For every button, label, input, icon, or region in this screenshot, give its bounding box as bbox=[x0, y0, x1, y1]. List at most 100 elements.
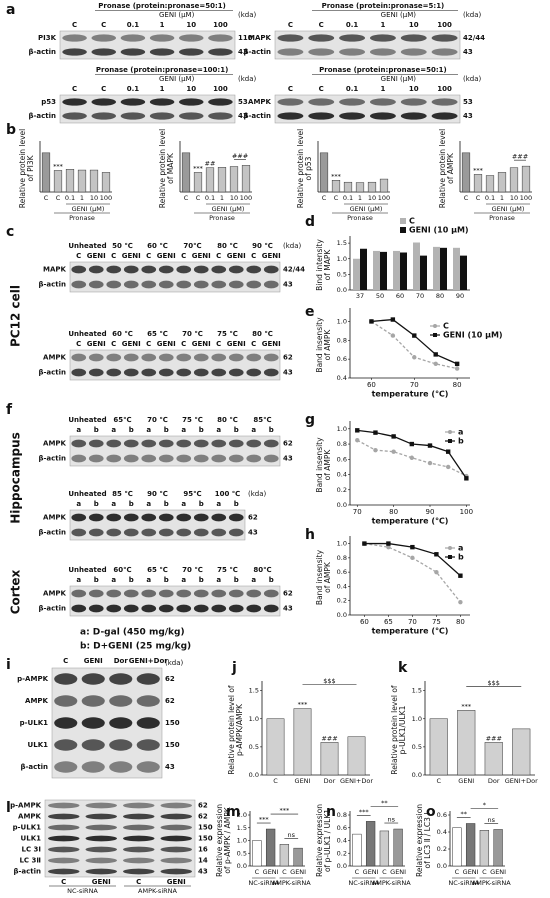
x-tick-label: 80 bbox=[456, 618, 465, 626]
bar bbox=[521, 165, 531, 193]
row-kda: 43 bbox=[283, 455, 293, 463]
panel-label: a bbox=[6, 2, 15, 18]
x-axis-label: temperature (℃) bbox=[372, 390, 449, 399]
band bbox=[193, 368, 209, 377]
blot-group: 60 ℃ bbox=[147, 242, 168, 250]
lane-label: GENI bbox=[227, 252, 246, 260]
bar bbox=[452, 827, 462, 867]
lane-label: GENI+Dor bbox=[129, 657, 168, 665]
y-tick-label: 2.0 bbox=[237, 811, 247, 819]
blot-group: 80℃ bbox=[253, 566, 271, 574]
band bbox=[369, 34, 396, 42]
bar bbox=[485, 175, 495, 193]
row-name: AMPK bbox=[25, 697, 49, 705]
band bbox=[160, 835, 192, 842]
annotation: *** bbox=[280, 807, 291, 815]
x-tick-label: C bbox=[464, 194, 469, 202]
x-tick-label: 10 bbox=[368, 194, 376, 202]
point bbox=[427, 443, 433, 448]
bar bbox=[65, 169, 75, 193]
band bbox=[158, 353, 174, 362]
lane-label: 0.1 bbox=[127, 85, 140, 93]
lane-label: GENI bbox=[157, 252, 176, 260]
bar bbox=[265, 828, 276, 867]
band bbox=[208, 34, 233, 42]
band bbox=[81, 761, 105, 773]
kda-unit: (kda) bbox=[238, 11, 257, 19]
band bbox=[123, 604, 139, 613]
annotation: *** bbox=[331, 172, 342, 180]
panel-label: f bbox=[6, 402, 13, 418]
y-tick-label: 0.0 bbox=[337, 611, 347, 619]
y-tick-label: 0.8 bbox=[337, 336, 347, 344]
band bbox=[91, 98, 116, 106]
kda-unit: (kda) bbox=[165, 659, 184, 667]
band bbox=[123, 868, 155, 875]
row-name: AMPK bbox=[248, 98, 272, 106]
row-name: LC 3Ⅰ bbox=[21, 846, 41, 854]
x-tick-label: 90 bbox=[456, 292, 464, 300]
lane-label: a bbox=[216, 500, 221, 508]
band bbox=[123, 857, 155, 864]
bar bbox=[473, 174, 483, 193]
band bbox=[193, 513, 209, 522]
x-tick-label: 100 bbox=[520, 194, 532, 202]
y-axis-label: Relative protein level of bbox=[390, 685, 399, 774]
band bbox=[431, 34, 458, 42]
x-tick-label: 37 bbox=[356, 292, 364, 300]
x-group-label: Pronase bbox=[69, 214, 95, 222]
lane-label: 1 bbox=[160, 21, 165, 29]
y-axis-label: of LC3 Ⅱ / LC3 Ⅰ bbox=[423, 813, 432, 869]
band bbox=[88, 589, 104, 598]
band bbox=[308, 34, 335, 42]
x-tick-label: GENI bbox=[263, 868, 279, 876]
band bbox=[149, 48, 175, 56]
band bbox=[211, 265, 227, 274]
row-name: β-actin bbox=[38, 369, 66, 377]
bar bbox=[352, 833, 362, 867]
x-tick-label: GENI bbox=[295, 777, 311, 785]
y-tick-label: 0.2 bbox=[337, 597, 347, 605]
legend-label: a bbox=[458, 428, 463, 437]
band bbox=[277, 34, 304, 42]
lane-label: C bbox=[181, 252, 186, 260]
blot-group: 80 ℃ bbox=[217, 416, 238, 424]
legend-marker bbox=[448, 430, 452, 434]
x-tick-label: C bbox=[273, 777, 278, 785]
point bbox=[390, 317, 396, 322]
y-tick-label: 1.0 bbox=[337, 540, 347, 548]
band bbox=[246, 589, 262, 598]
y-tick-label: 0.4 bbox=[337, 374, 347, 382]
point bbox=[391, 434, 396, 439]
band bbox=[123, 265, 139, 274]
blot-group: 70℃ bbox=[183, 242, 201, 250]
x-tick-label: C bbox=[255, 868, 260, 876]
bar bbox=[379, 178, 389, 193]
y-tick-label: 1.0 bbox=[337, 255, 347, 263]
x-group-label: AMPK-siRNA bbox=[472, 879, 511, 887]
band bbox=[193, 439, 209, 448]
x-tick-label: C bbox=[476, 194, 481, 202]
band bbox=[193, 454, 209, 463]
lane-label: GENI bbox=[167, 878, 186, 886]
y-axis-label: of p-ULK1 / ULK1 bbox=[323, 809, 332, 872]
row-kda: 150 bbox=[165, 719, 180, 727]
band bbox=[62, 34, 87, 42]
kda-unit: (kda) bbox=[248, 490, 267, 498]
x-tick-label: 80 bbox=[453, 381, 462, 389]
bar bbox=[41, 152, 51, 193]
x-axis-label: temperature (℃) bbox=[372, 517, 449, 526]
row-kda: 43 bbox=[463, 48, 473, 56]
band bbox=[54, 673, 78, 685]
x-tick-label: 60 bbox=[396, 292, 404, 300]
kda-unit: (kda) bbox=[238, 75, 257, 83]
lane-group: AMPK-siRNA bbox=[138, 887, 177, 895]
side-label: PC12 cell bbox=[9, 285, 23, 347]
legend-label: b bbox=[458, 437, 464, 446]
lane-label: b bbox=[164, 576, 169, 584]
band bbox=[88, 280, 104, 289]
band bbox=[141, 368, 157, 377]
lane-label: a bbox=[146, 500, 151, 508]
lane-label: a bbox=[251, 576, 256, 584]
band bbox=[228, 513, 244, 522]
